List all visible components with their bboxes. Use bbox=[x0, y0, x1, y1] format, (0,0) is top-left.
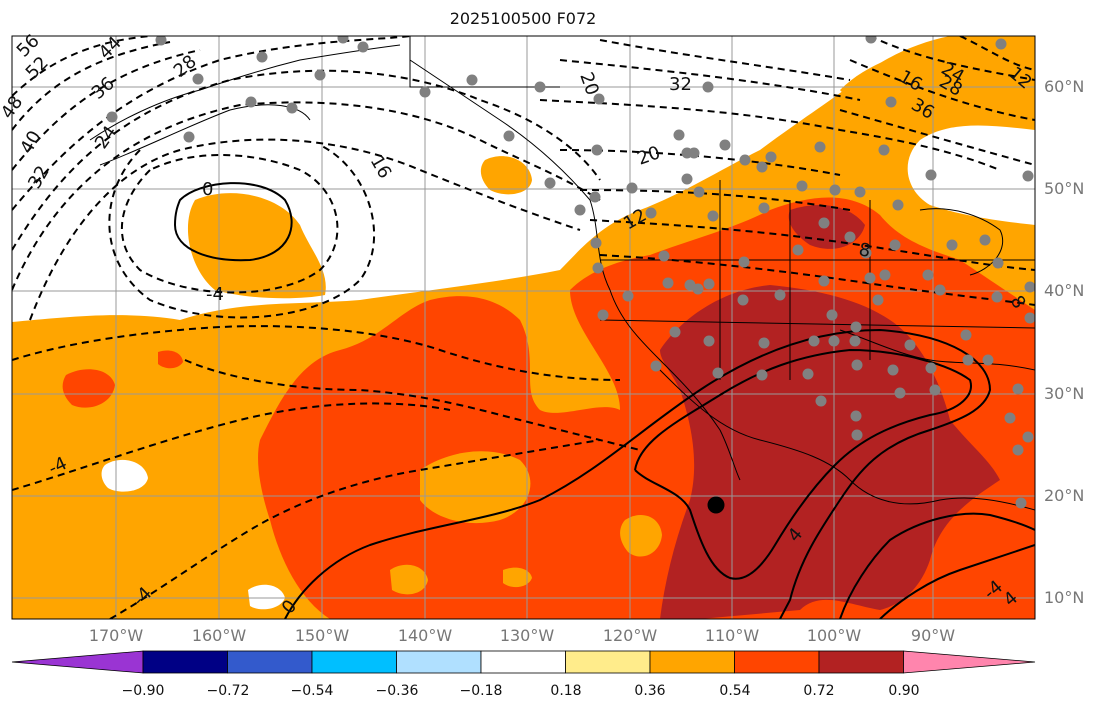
colorbar-tick: −0.36 bbox=[375, 683, 419, 699]
lat-label: 30°N bbox=[1044, 384, 1085, 403]
contour-label: 32 bbox=[669, 74, 692, 95]
contour-label: 8 bbox=[857, 239, 872, 262]
lon-label: 150°W bbox=[294, 626, 350, 645]
colorbar-tick: −0.18 bbox=[459, 683, 503, 699]
colorbar-segment bbox=[818, 650, 904, 674]
colorbar-tick: 0.54 bbox=[719, 683, 751, 699]
lon-label: 130°W bbox=[499, 626, 555, 645]
coastlines bbox=[89, 36, 1035, 511]
lon-label: 170°W bbox=[88, 626, 144, 645]
colorbar-segment bbox=[565, 650, 651, 674]
colorbar-tick: −0.90 bbox=[121, 683, 165, 699]
colorbar-segment bbox=[396, 650, 482, 674]
lon-label: 140°W bbox=[397, 626, 453, 645]
lat-label: 50°N bbox=[1044, 179, 1085, 198]
lon-label: 160°W bbox=[191, 626, 247, 645]
fill-darkred-region bbox=[660, 285, 1000, 619]
lon-label: 110°W bbox=[704, 626, 760, 645]
colorbar-segment bbox=[734, 650, 820, 674]
lat-label: 20°N bbox=[1044, 486, 1085, 505]
colorbar-extend-right bbox=[903, 650, 1036, 674]
colorbar-tick: −0.54 bbox=[290, 683, 334, 699]
colorbar-segment bbox=[480, 650, 566, 674]
colorbar-tick: −0.72 bbox=[206, 683, 250, 699]
station-markers bbox=[106, 36, 1035, 509]
colorbar bbox=[11, 650, 1036, 674]
contours-solid bbox=[173, 182, 1035, 619]
colorbar-segment bbox=[227, 650, 313, 674]
lon-label: 90°W bbox=[910, 626, 956, 645]
map-title: 2025100500 F072 bbox=[449, 9, 597, 28]
colorbar-segment bbox=[311, 650, 397, 674]
contour-label: -4 bbox=[206, 284, 224, 305]
colorbar-tick: 0.36 bbox=[634, 683, 666, 699]
colorbar-segment bbox=[649, 650, 735, 674]
contours-dashed bbox=[12, 36, 1035, 619]
center-marker bbox=[707, 496, 725, 514]
map-frame bbox=[11, 35, 1036, 620]
lat-label: 40°N bbox=[1044, 281, 1085, 300]
lon-label: 120°W bbox=[602, 626, 658, 645]
lon-label: 100°W bbox=[806, 626, 862, 645]
colorbar-tick: 0.90 bbox=[888, 683, 920, 699]
colorbar-extend-left bbox=[11, 650, 144, 674]
colorbar-tick: 0.72 bbox=[803, 683, 835, 699]
lat-label: 10°N bbox=[1044, 588, 1085, 607]
lat-label: 60°N bbox=[1044, 77, 1085, 96]
colorbar-tick: 0.18 bbox=[550, 683, 582, 699]
contour-label: 0 bbox=[202, 179, 213, 200]
colorbar-segment bbox=[142, 650, 228, 674]
